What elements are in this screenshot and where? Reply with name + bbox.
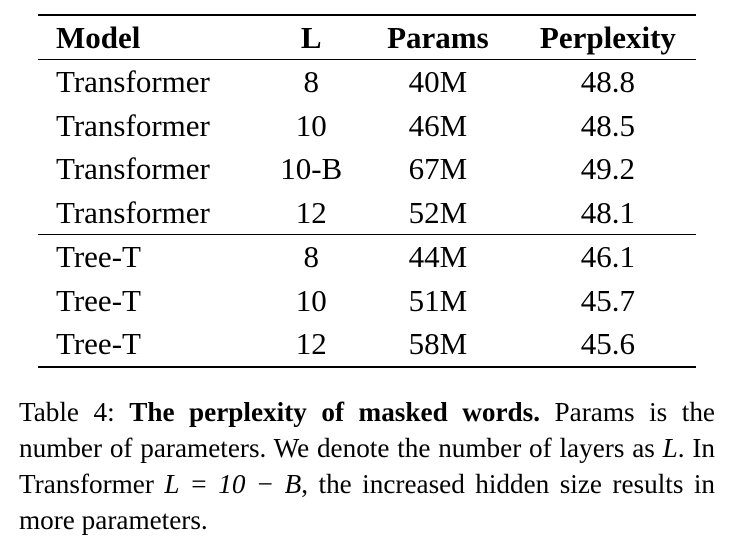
cell-perplexity: 46.1 (580, 239, 636, 274)
cell-model: Tree-T (56, 239, 141, 274)
cell-layers: 10 (295, 107, 327, 143)
cell-model: Transformer (56, 64, 210, 99)
perplexity-table: Model L Params Perplexity Transformer 8 … (38, 14, 696, 368)
table-row: Transformer 10 46M 48.5 (38, 104, 696, 148)
cell-params: 44M (408, 239, 468, 274)
caption-title: The perplexity of masked words. (129, 397, 541, 427)
cell-layers: 8 (303, 64, 319, 99)
cell-model: Transformer (38, 190, 267, 235)
cell-perplexity: 45.7 (580, 282, 636, 318)
cell-model: Tree-T (56, 282, 141, 318)
caption-text-3: , the increased hidden size results in m… (19, 469, 715, 535)
table-row: Transformer 12 52M 48.1 (38, 190, 696, 235)
cell-params: 46M (408, 107, 468, 143)
cell-layers: 12 (266, 322, 356, 368)
table-row: Tree-T 8 44M 46.1 (38, 235, 696, 279)
table-header: Model L Params Perplexity (38, 15, 696, 60)
table-row: Transformer 8 40M 48.8 (38, 60, 696, 104)
caption-math-equation: L = 10 − B (164, 469, 302, 499)
cell-layers: 10-B (280, 151, 343, 186)
table-row: Transformer 10-B 67M 49.2 (38, 147, 696, 191)
cell-params: 58M (355, 322, 520, 368)
tree-transformer-group: Tree-T 8 44M 46.1 Tree-T 10 51M 45.7 Tre… (38, 235, 696, 368)
cell-params: 40M (408, 64, 468, 99)
cell-perplexity: 49.2 (580, 151, 636, 186)
caption-text-1: Params is the number of parameters. We d… (19, 397, 715, 463)
table-row: Tree-T 12 58M 45.6 (38, 322, 696, 368)
cell-params: 52M (355, 190, 520, 235)
caption-label: Table 4: (19, 397, 115, 427)
header-perplexity: Perplexity (539, 20, 676, 55)
table-caption: Table 4: The perplexity of masked words.… (19, 394, 715, 538)
results-table-container: Model L Params Perplexity Transformer 8 … (38, 14, 696, 368)
table-row: Tree-T 10 51M 45.7 (38, 279, 696, 323)
header-params: Params (387, 20, 489, 55)
cell-model: Tree-T (38, 322, 267, 368)
caption-math-layers: L (662, 433, 678, 463)
cell-perplexity: 48.5 (580, 107, 636, 143)
caption-text-2: . In Transformer (19, 433, 715, 499)
cell-model: Transformer (56, 151, 210, 186)
header-row: Model L Params Perplexity (38, 15, 696, 60)
transformer-group: Transformer 8 40M 48.8 Transformer 10 46… (38, 60, 696, 235)
cell-perplexity: 45.6 (519, 322, 696, 368)
cell-params: 51M (408, 282, 468, 318)
cell-layers: 12 (266, 190, 356, 235)
cell-layers: 10 (295, 282, 327, 318)
cell-perplexity: 48.1 (519, 190, 696, 235)
cell-layers: 8 (303, 239, 319, 274)
cell-perplexity: 48.8 (580, 64, 636, 99)
header-model: Model (56, 20, 141, 55)
cell-model: Transformer (56, 107, 210, 143)
header-layers: L (300, 20, 322, 55)
cell-params: 67M (408, 151, 468, 186)
